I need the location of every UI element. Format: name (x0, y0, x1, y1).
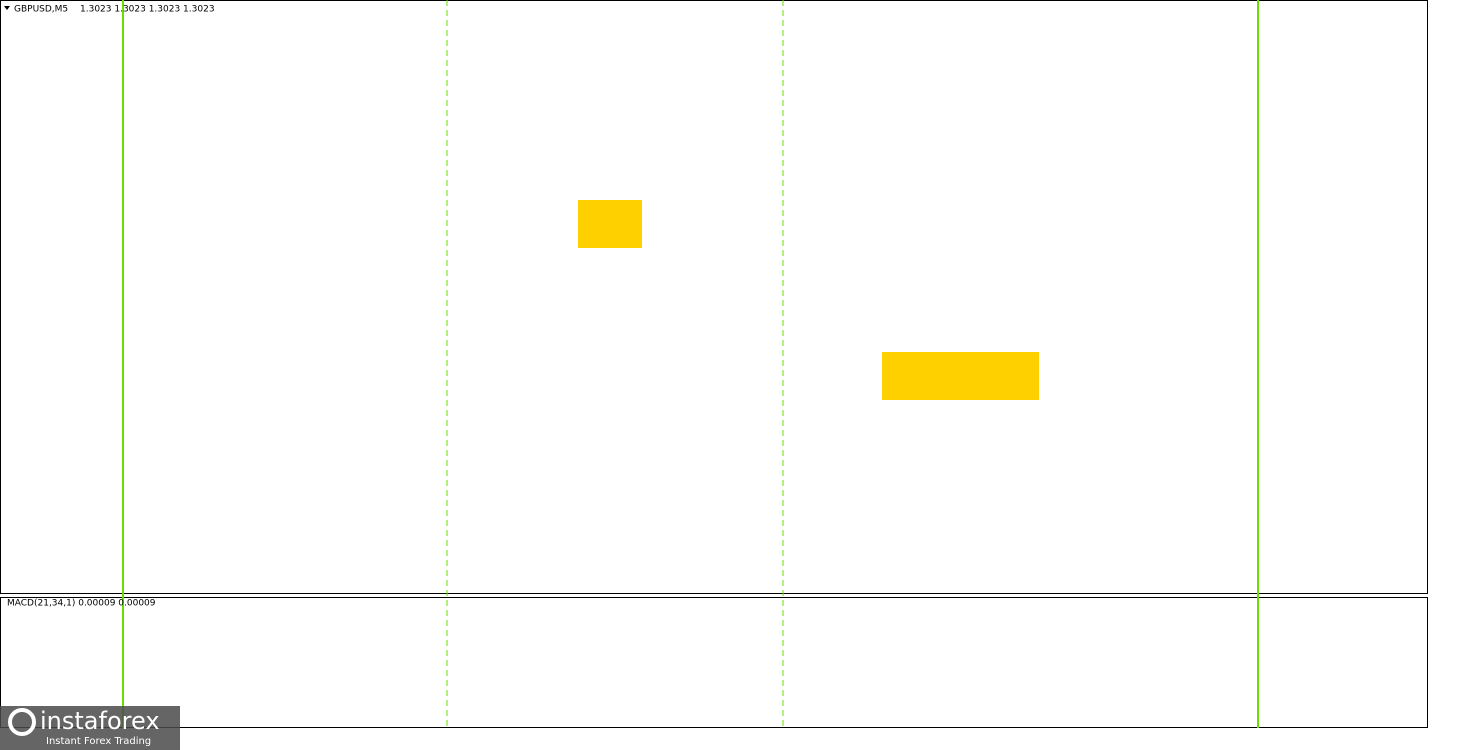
highlight-zone (882, 352, 1039, 400)
symbol: GBPUSD,M5 (14, 5, 68, 15)
logo-icon (8, 708, 36, 736)
tagline: Instant Forex Trading (46, 736, 151, 747)
price-panel (0, 0, 1428, 594)
session-lines (122, 0, 1259, 728)
macd-title: MACD(21,34,1) 0.00009 0.00009 (7, 599, 156, 609)
watermark: instaforex (40, 707, 160, 735)
macd-panel (0, 597, 1428, 728)
highlight-zone (578, 200, 642, 248)
quote: 1.3023 1.3023 1.3023 1.3023 (80, 5, 215, 15)
menu-arrow (4, 6, 10, 10)
